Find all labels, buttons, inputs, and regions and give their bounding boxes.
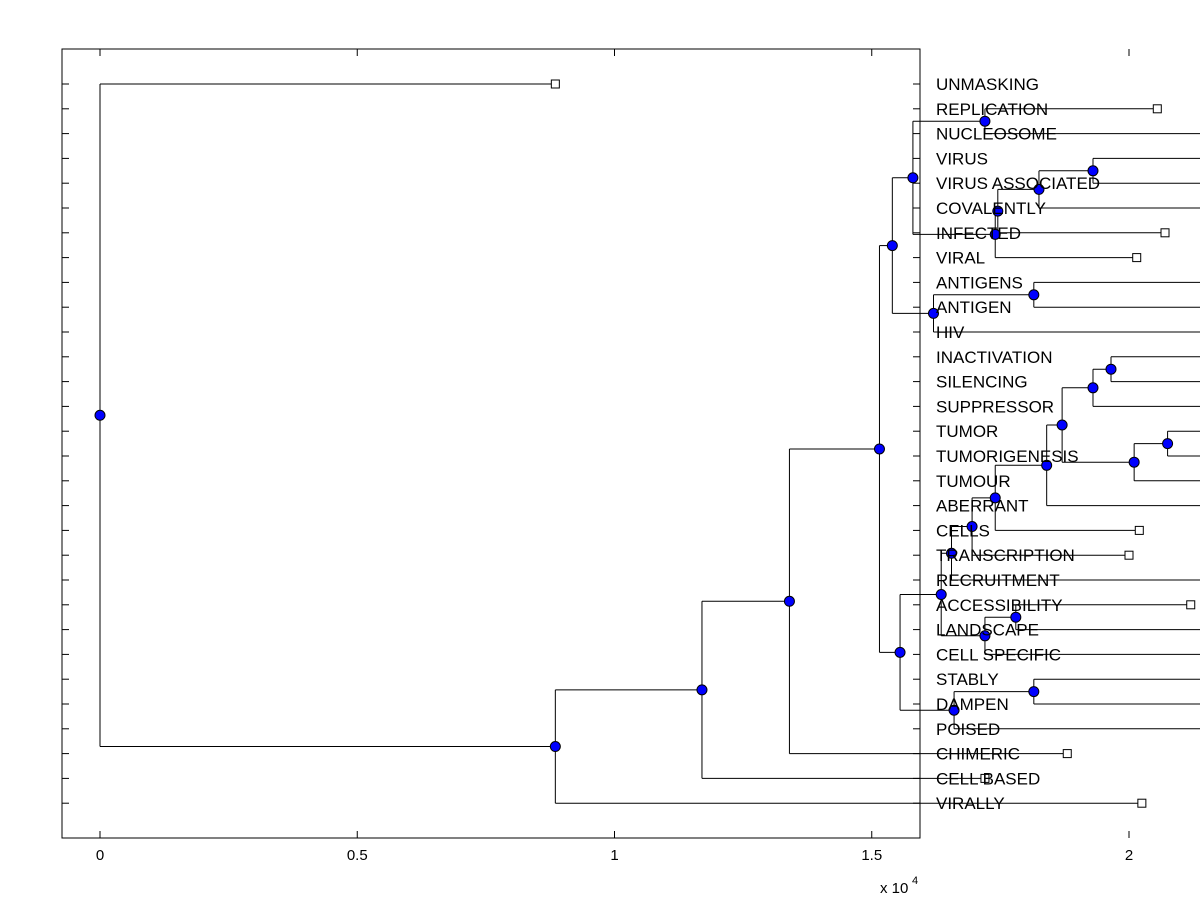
x-tick-label: 1.5	[861, 847, 882, 864]
merge-node-m_tumor2	[1128, 456, 1140, 468]
leaf-label-replication: REPLICATION	[936, 100, 1048, 119]
x-tick-label: 0	[96, 847, 104, 864]
leaf-marker-cells	[1134, 525, 1144, 535]
merge-node-m_access	[1010, 611, 1022, 623]
leaf-label-dampen: DAMPEN	[936, 695, 1009, 714]
leaf-label-tumor: TUMOR	[936, 422, 998, 441]
merge-node-m_cellspec	[979, 630, 991, 642]
merge-node-m_root	[94, 409, 106, 421]
merge-node-m_cells	[989, 492, 1001, 504]
merge-node-m_virus	[1087, 165, 1099, 177]
merge-node-m_virus3	[992, 205, 1004, 217]
x-tick-label: 0.5	[347, 847, 368, 864]
leaf-label-tumorigenesis: TUMORIGENESIS	[936, 447, 1079, 466]
leaf-label-antigens: ANTIGENS	[936, 273, 1023, 292]
leaf-label-covalently: COVALENTLY	[936, 199, 1046, 218]
leaf-marker-viral	[1132, 253, 1142, 263]
merge-node-m_aber	[1041, 459, 1053, 471]
merge-node-m_recr	[945, 547, 957, 559]
merge-node-m_lower_a	[935, 589, 947, 601]
merge-node-m_lower	[894, 646, 906, 658]
merge-node-m_chim	[783, 595, 795, 607]
merge-node-m_repl	[979, 115, 991, 127]
leaf-label-virus-associated: VIRUS ASSOCIATED	[936, 174, 1100, 193]
leaf-label-infected: INFECTED	[936, 224, 1021, 243]
leaf-marker-transcription	[1124, 550, 1134, 560]
leaf-label-tumour: TUMOUR	[936, 472, 1011, 491]
merge-node-m_inact	[1105, 363, 1117, 375]
merge-node-m_poised	[948, 704, 960, 716]
merge-node-m_tsup	[1056, 419, 1068, 431]
leaf-label-antigen: ANTIGEN	[936, 298, 1012, 317]
leaf-label-viral: VIRAL	[936, 249, 985, 268]
leaf-label-stably: STABLY	[936, 670, 999, 689]
merge-node-m_upper	[886, 240, 898, 252]
leaf-label-cell-specific: CELL SPECIFIC	[936, 645, 1061, 664]
merge-node-m_virus4	[989, 228, 1001, 240]
leaf-label-virally: VIRALLY	[936, 794, 1005, 813]
leaf-label-hiv: HIV	[936, 323, 965, 342]
merge-nodes	[94, 115, 1174, 753]
leaf-label-cells: CELLS	[936, 521, 990, 540]
merge-node-m_stably	[1028, 686, 1040, 698]
merge-node-m_top	[907, 172, 919, 184]
x-tick-label: 1	[610, 847, 618, 864]
merge-node-m_hiv	[927, 307, 939, 319]
merge-node-m_supp	[1087, 382, 1099, 394]
x-axis: 00.511.522.53	[96, 49, 1133, 864]
leaf-label-aberrant: ABERRANT	[936, 497, 1029, 516]
leaf-marker-replication	[1152, 104, 1162, 114]
merge-node-m_cellbased	[696, 684, 708, 696]
leaf-label-suppressor: SUPPRESSOR	[936, 397, 1054, 416]
leaf-label-recruitment: RECRUITMENT	[936, 571, 1060, 590]
merge-node-m_virally	[549, 741, 561, 753]
leaf-label-chimeric: CHIMERIC	[936, 745, 1020, 764]
leaf-markers	[550, 79, 1196, 808]
leaf-marker-cell-based	[980, 773, 990, 783]
leaf-marker-unmasking	[550, 79, 560, 89]
leaf-marker-infected	[1160, 228, 1170, 238]
leaf-marker-accessibility	[1186, 600, 1196, 610]
leaf-label-unmasking: UNMASKING	[936, 75, 1039, 94]
leaf-label-accessibility: ACCESSIBILITY	[936, 596, 1063, 615]
leaf-label-transcription: TRANSCRIPTION	[936, 546, 1075, 565]
leaf-label-inactivation: INACTIVATION	[936, 348, 1053, 367]
leaf-marker-virally	[1137, 798, 1147, 808]
x-multiplier-exponent: 4	[912, 875, 918, 887]
leaf-labels: UNMASKING REPLICATION NUCLEOSOME VIRUS VIRUS…	[936, 75, 1100, 813]
leaf-label-virus: VIRUS	[936, 149, 988, 168]
leaf-label-nucleosome: NUCLEOSOME	[936, 125, 1057, 144]
plot-frame	[61, 48, 921, 839]
leaf-marker-chimeric	[1062, 749, 1072, 759]
merge-node-m_virus2	[1033, 183, 1045, 195]
merge-node-m_tumor	[1162, 438, 1174, 450]
x-tick-label: 2	[1125, 847, 1133, 864]
y-ticks	[62, 83, 920, 804]
merge-node-m_antigen	[1028, 289, 1040, 301]
leaf-label-poised: POISED	[936, 720, 1000, 739]
leaf-label-cell-based: CELL BASED	[936, 769, 1040, 788]
leaf-label-landscape: LANDSCAPE	[936, 621, 1039, 640]
x-multiplier-label: x 10	[880, 880, 908, 897]
leaf-label-silencing: SILENCING	[936, 373, 1028, 392]
merge-node-m_big	[873, 443, 885, 455]
merge-node-m_trans	[966, 521, 978, 533]
